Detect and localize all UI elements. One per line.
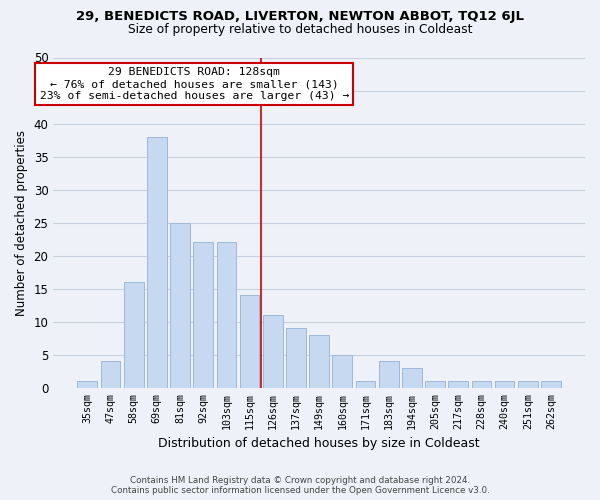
Bar bbox=[170, 222, 190, 388]
Bar bbox=[472, 381, 491, 388]
Bar bbox=[379, 362, 398, 388]
Y-axis label: Number of detached properties: Number of detached properties bbox=[15, 130, 28, 316]
Bar bbox=[147, 137, 167, 388]
Bar bbox=[448, 381, 468, 388]
Bar bbox=[425, 381, 445, 388]
Bar bbox=[77, 381, 97, 388]
Bar bbox=[101, 362, 121, 388]
Text: 29 BENEDICTS ROAD: 128sqm
← 76% of detached houses are smaller (143)
23% of semi: 29 BENEDICTS ROAD: 128sqm ← 76% of detac… bbox=[40, 68, 349, 100]
Bar bbox=[309, 335, 329, 388]
Text: Size of property relative to detached houses in Coldeast: Size of property relative to detached ho… bbox=[128, 22, 472, 36]
Bar bbox=[402, 368, 422, 388]
Bar bbox=[217, 242, 236, 388]
X-axis label: Distribution of detached houses by size in Coldeast: Distribution of detached houses by size … bbox=[158, 437, 480, 450]
Text: 29, BENEDICTS ROAD, LIVERTON, NEWTON ABBOT, TQ12 6JL: 29, BENEDICTS ROAD, LIVERTON, NEWTON ABB… bbox=[76, 10, 524, 23]
Bar bbox=[518, 381, 538, 388]
Bar bbox=[495, 381, 514, 388]
Text: Contains HM Land Registry data © Crown copyright and database right 2024.
Contai: Contains HM Land Registry data © Crown c… bbox=[110, 476, 490, 495]
Bar bbox=[356, 381, 376, 388]
Bar bbox=[286, 328, 306, 388]
Bar bbox=[541, 381, 561, 388]
Bar bbox=[263, 315, 283, 388]
Bar bbox=[332, 355, 352, 388]
Bar bbox=[240, 296, 259, 388]
Bar bbox=[124, 282, 143, 388]
Bar bbox=[193, 242, 213, 388]
